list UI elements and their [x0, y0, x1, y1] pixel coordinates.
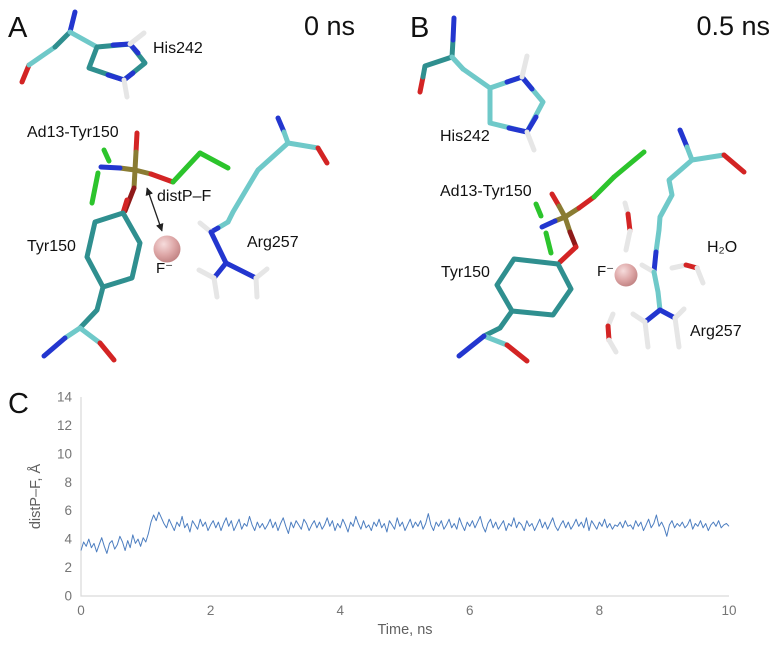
fluoride-sphere-a [153, 235, 181, 263]
y-tick-label: 14 [57, 390, 73, 405]
his242-sticks-b [417, 15, 546, 153]
residue-label-tyr150-a: Tyr150 [27, 238, 76, 255]
x-tick-label: 0 [77, 603, 85, 618]
water-molecules [605, 200, 706, 355]
chart-series-line [80, 511, 730, 554]
residue-label-arg257-a: Arg257 [247, 234, 299, 251]
residue-label-his242-b: His242 [440, 128, 490, 145]
y-tick-label: 8 [64, 475, 72, 490]
y-axis-title: distP–F, Å [27, 464, 44, 530]
panel-b-time: 0.5 ns [696, 11, 770, 41]
tyr150-sticks-b [456, 256, 574, 364]
phosphonate-sticks-b [533, 149, 647, 265]
panel-c-letter: C [8, 388, 29, 420]
panel-a-molecule-scene [19, 9, 330, 363]
chart-canvas: 0 2 4 6 8 10 12 14 0 2 4 6 8 10 Time, ns distP–F, Å [27, 390, 737, 639]
y-tick-label: 4 [64, 532, 72, 547]
residue-label-ad13-a: Ad13-Tyr150 [27, 124, 119, 141]
axis-lines [80, 397, 729, 597]
residue-label-arg257-b: Arg257 [690, 323, 742, 340]
chart-axis-titles: Time, ns distP–F, Å [27, 464, 433, 638]
water-label: H₂O [707, 239, 738, 256]
x-tick-label: 4 [336, 603, 344, 618]
y-tick-label: 0 [64, 589, 72, 604]
y-tick-label: 10 [57, 446, 72, 461]
panel-b-molecule-scene [417, 15, 747, 364]
x-tick-label: 2 [207, 603, 215, 618]
fluoride-sphere-b [614, 263, 638, 287]
panel-a-time: 0 ns [303, 11, 355, 41]
x-tick-label: 8 [596, 603, 604, 618]
tyr150-sticks-a [41, 197, 143, 363]
residue-label-tyr150-b: Tyr150 [441, 264, 490, 281]
panel-b-letter: B [410, 12, 430, 44]
his242-sticks-a [19, 9, 148, 100]
arg257-sticks-a [196, 115, 330, 300]
chart-series [80, 511, 730, 554]
fluoride-label-b: F⁻ [597, 263, 615, 280]
x-axis-title: Time, ns [377, 622, 432, 638]
panel-a-letter: A [8, 12, 28, 44]
residue-label-ad13-b: Ad13-Tyr150 [440, 183, 532, 200]
y-tick-label: 6 [64, 503, 72, 518]
phosphonate-sticks-a [89, 130, 231, 214]
chart-axes [80, 397, 729, 597]
y-tick-label: 12 [57, 418, 72, 433]
y-tick-label: 2 [64, 560, 72, 575]
fluoride-label-a: F⁻ [156, 260, 174, 277]
chart-tick-labels: 0 2 4 6 8 10 12 14 0 2 4 6 8 10 [57, 390, 737, 619]
arg257-sticks-b [630, 127, 747, 350]
x-tick-label: 6 [466, 603, 474, 618]
residue-label-his242-a: His242 [153, 40, 203, 57]
distance-annotation: distP–F [157, 188, 212, 205]
x-tick-label: 10 [721, 603, 736, 618]
distance-arrow [145, 187, 164, 232]
